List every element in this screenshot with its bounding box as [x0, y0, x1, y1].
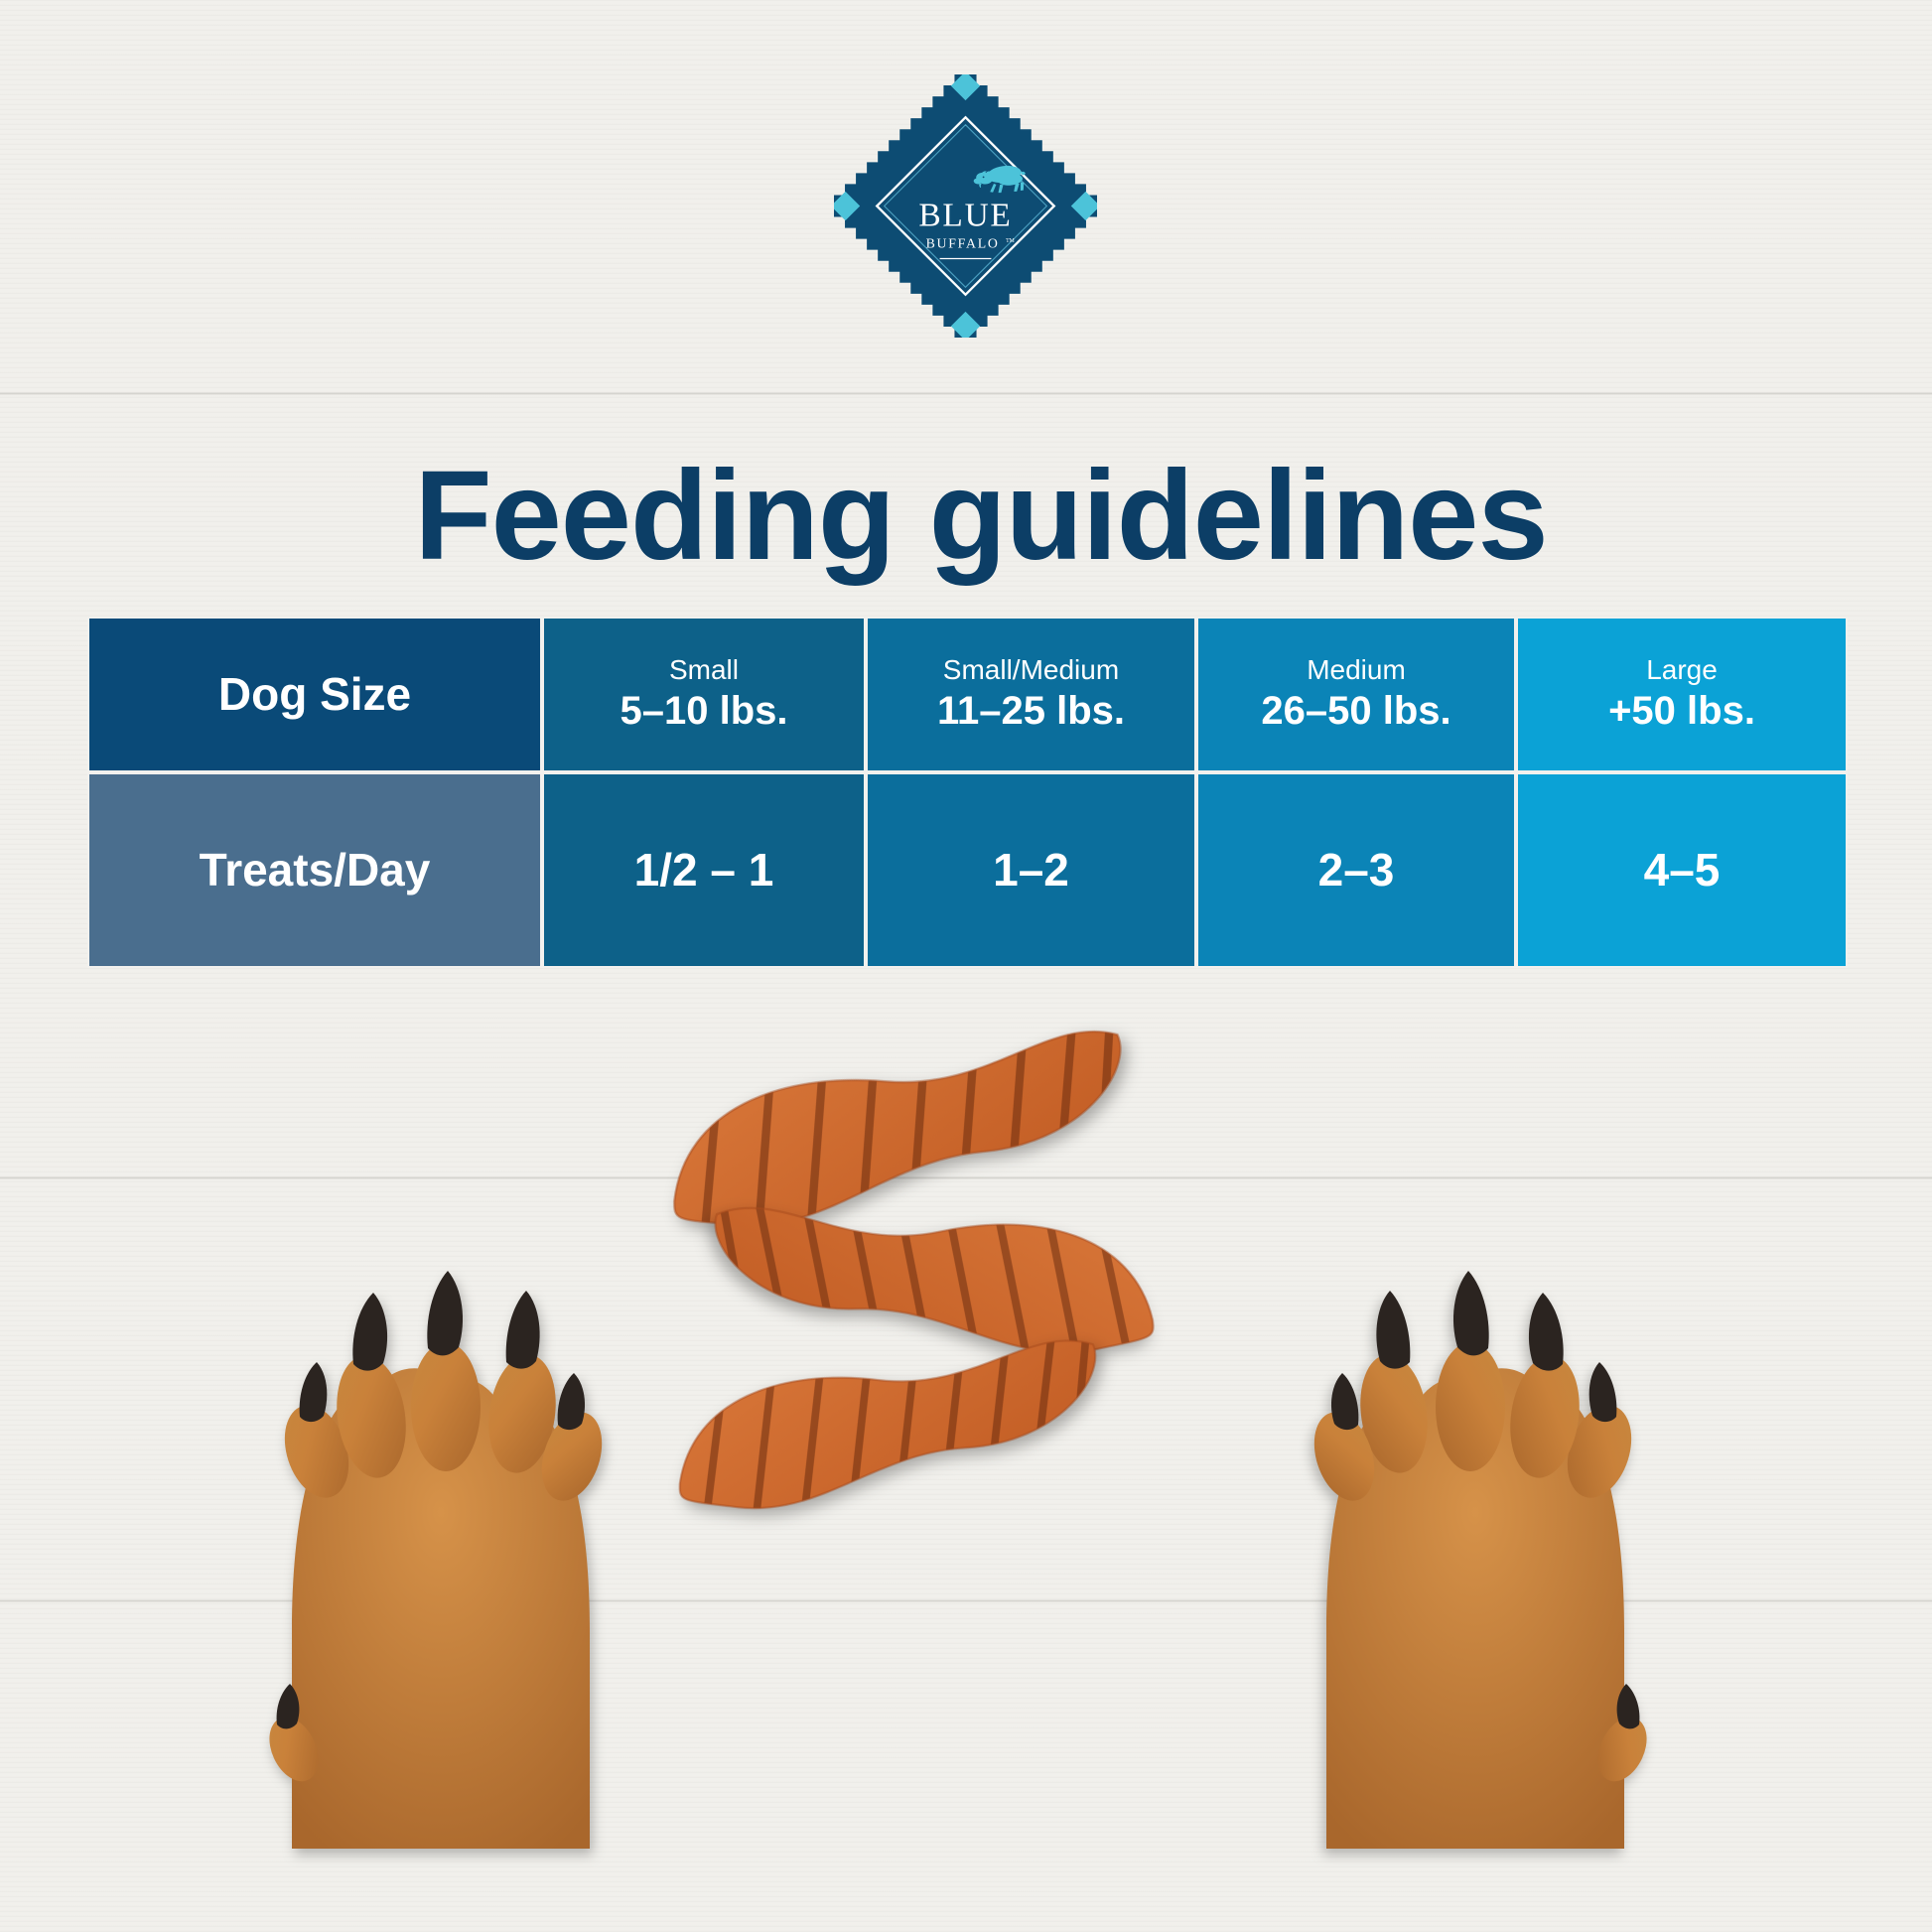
- svg-text:TM: TM: [1006, 238, 1015, 244]
- svg-text:BLUE: BLUE: [918, 198, 1012, 234]
- svg-text:BUFFALO: BUFFALO: [926, 236, 1000, 251]
